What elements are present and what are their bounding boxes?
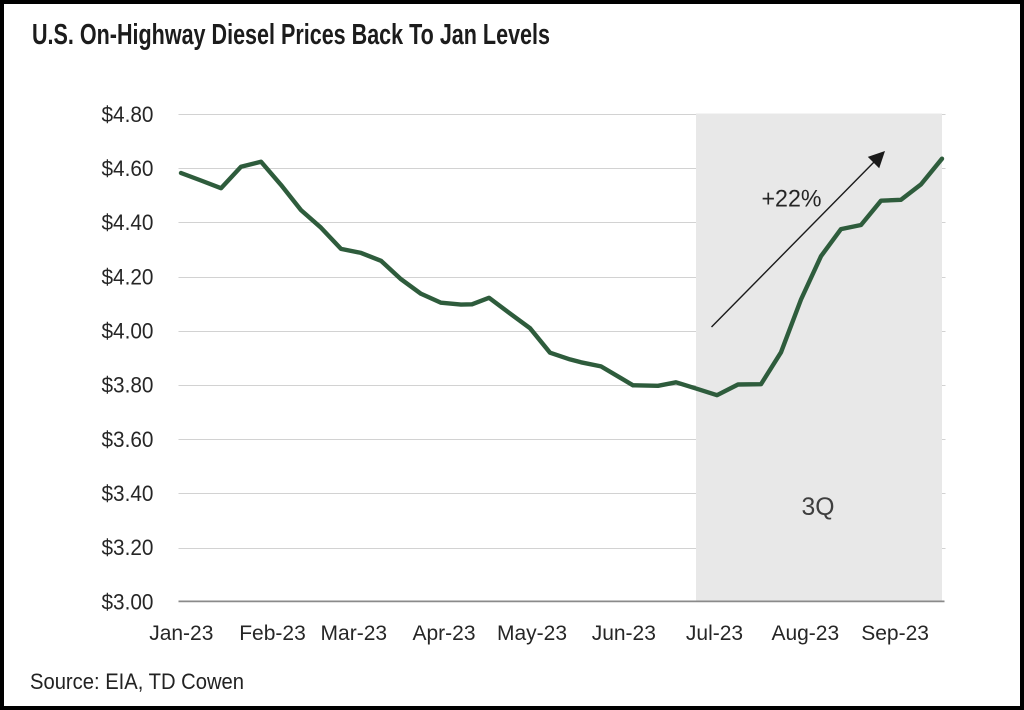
svg-text:Jan-23: Jan-23 (149, 622, 213, 645)
svg-text:Jun-23: Jun-23 (592, 622, 656, 645)
svg-text:$3.80: $3.80 (102, 373, 154, 398)
svg-text:Feb-23: Feb-23 (239, 622, 306, 645)
svg-text:Mar-23: Mar-23 (321, 622, 388, 645)
svg-text:$4.40: $4.40 (102, 210, 154, 235)
svg-text:$3.60: $3.60 (102, 427, 154, 452)
svg-text:$3.20: $3.20 (102, 535, 154, 560)
svg-text:$3.40: $3.40 (102, 481, 154, 506)
svg-text:Jul-23: Jul-23 (686, 622, 743, 645)
svg-text:$3.00: $3.00 (102, 589, 154, 614)
svg-text:Source: EIA, TD Cowen: Source: EIA, TD Cowen (30, 669, 244, 694)
svg-text:May-23: May-23 (497, 622, 567, 645)
svg-text:+22%: +22% (762, 186, 822, 213)
svg-text:Apr-23: Apr-23 (412, 622, 475, 645)
svg-text:$4.00: $4.00 (102, 319, 154, 344)
svg-text:$4.60: $4.60 (102, 156, 154, 181)
svg-text:U.S. On-Highway Diesel Prices: U.S. On-Highway Diesel Prices Back To Ja… (32, 19, 550, 51)
svg-text:$4.80: $4.80 (102, 102, 154, 127)
svg-text:Sep-23: Sep-23 (861, 622, 929, 645)
svg-text:3Q: 3Q (802, 493, 835, 521)
svg-text:Aug-23: Aug-23 (771, 622, 839, 645)
svg-text:$4.20: $4.20 (102, 264, 154, 289)
